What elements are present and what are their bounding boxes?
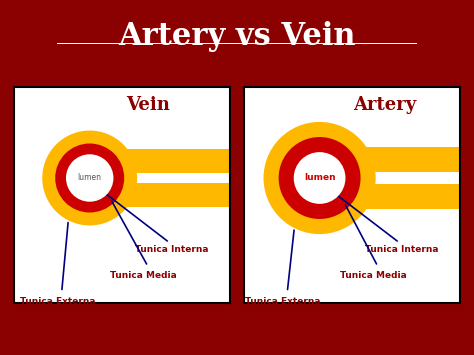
Circle shape xyxy=(294,152,346,204)
Text: Tunica Media: Tunica Media xyxy=(340,271,407,280)
Text: Tunica Externa: Tunica Externa xyxy=(245,297,321,306)
Circle shape xyxy=(264,122,376,234)
Bar xyxy=(90,183,237,207)
Text: Artery: Artery xyxy=(353,96,416,114)
Text: Artery vs Vein: Artery vs Vein xyxy=(118,21,356,52)
Bar xyxy=(90,149,237,173)
Circle shape xyxy=(42,131,137,225)
Text: Tunica Interna: Tunica Interna xyxy=(135,245,209,254)
Text: Tunica Interna: Tunica Interna xyxy=(365,245,438,254)
Text: lumen: lumen xyxy=(78,174,102,182)
Bar xyxy=(319,184,466,209)
Circle shape xyxy=(66,154,113,202)
Text: Tunica Media: Tunica Media xyxy=(110,271,177,280)
Text: Tunica Externa: Tunica Externa xyxy=(19,297,95,306)
Circle shape xyxy=(279,137,361,219)
Text: lumen: lumen xyxy=(304,174,336,182)
Bar xyxy=(319,147,466,173)
Text: Vein: Vein xyxy=(126,96,170,114)
Circle shape xyxy=(55,143,124,213)
